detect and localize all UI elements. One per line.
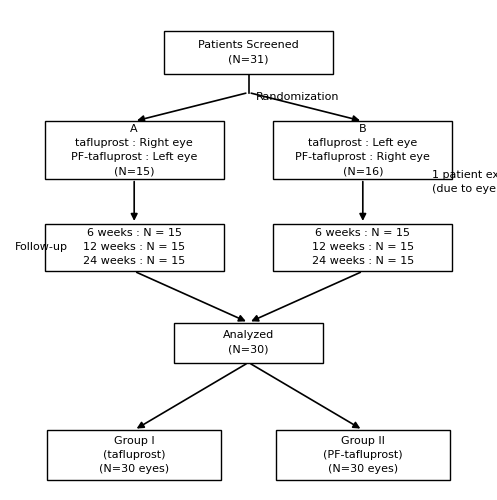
FancyBboxPatch shape [174,322,323,362]
FancyBboxPatch shape [276,430,450,480]
Text: 1 patient excluded
(due to eye irritation): 1 patient excluded (due to eye irritatio… [432,170,497,194]
Text: B
tafluprost : Left eye
PF-tafluprost : Right eye
(N=16): B tafluprost : Left eye PF-tafluprost : … [295,124,430,176]
FancyBboxPatch shape [164,31,333,74]
Text: Group II
(PF-tafluprost)
(N=30 eyes): Group II (PF-tafluprost) (N=30 eyes) [323,436,403,474]
Text: Randomization: Randomization [256,92,339,102]
Text: Patients Screened
(N=31): Patients Screened (N=31) [198,40,299,64]
FancyBboxPatch shape [45,224,224,271]
FancyBboxPatch shape [47,430,221,480]
FancyBboxPatch shape [273,224,452,271]
Text: Follow-up: Follow-up [15,242,68,252]
Text: A
tafluprost : Right eye
PF-tafluprost : Left eye
(N=15): A tafluprost : Right eye PF-tafluprost :… [71,124,197,176]
Text: 6 weeks : N = 15
12 weeks : N = 15
24 weeks : N = 15: 6 weeks : N = 15 12 weeks : N = 15 24 we… [312,228,414,266]
FancyBboxPatch shape [45,121,224,179]
Text: 6 weeks : N = 15
12 weeks : N = 15
24 weeks : N = 15: 6 weeks : N = 15 12 weeks : N = 15 24 we… [83,228,185,266]
Text: Analyzed
(N=30): Analyzed (N=30) [223,330,274,354]
Text: Group I
(tafluprost)
(N=30 eyes): Group I (tafluprost) (N=30 eyes) [99,436,169,474]
FancyBboxPatch shape [273,121,452,179]
